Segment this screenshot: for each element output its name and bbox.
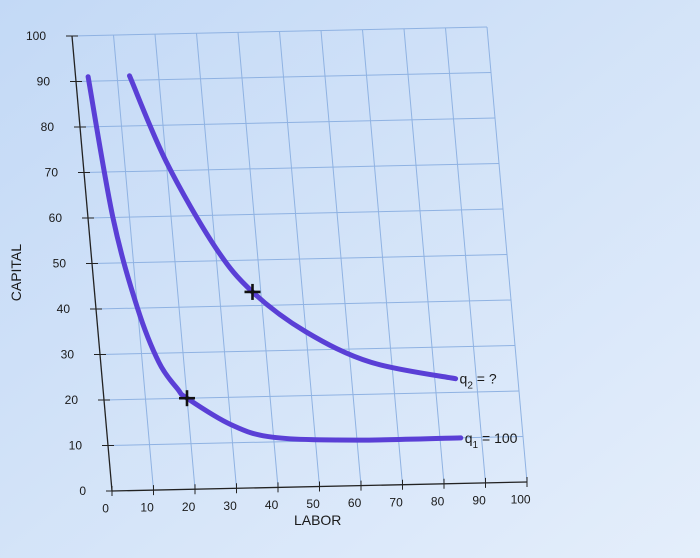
gridline-horizontal bbox=[75, 72, 492, 82]
gridline-horizontal bbox=[87, 208, 504, 219]
isoquant-label-2: q2 = ? bbox=[460, 371, 497, 392]
y-tick-label: 10 bbox=[69, 439, 83, 453]
gridline-horizontal bbox=[83, 163, 500, 173]
x-tick-label: 70 bbox=[389, 495, 403, 509]
gridline-horizontal bbox=[91, 254, 508, 264]
grid bbox=[71, 26, 528, 491]
y-tick-label: 90 bbox=[37, 75, 51, 89]
gridline-horizontal bbox=[99, 345, 516, 355]
point-marker bbox=[179, 390, 195, 407]
isoquant-label-1: q1 = 100 bbox=[465, 430, 518, 451]
x-tick-label: 100 bbox=[511, 493, 531, 507]
x-tick-label: 30 bbox=[223, 499, 237, 513]
y-tick-label: 70 bbox=[45, 166, 59, 180]
isoquant-curve-1 bbox=[85, 74, 464, 443]
labels: 0 10 20 30 40 50 60 70 80 90 100 0 10 20 30 40 50 60 70 80 9… bbox=[8, 29, 531, 528]
gridline-horizontal bbox=[103, 390, 520, 401]
x-tick-label: 20 bbox=[182, 500, 196, 514]
x-tick-label: 60 bbox=[348, 496, 362, 510]
x-tick-label: 40 bbox=[265, 498, 279, 512]
y-tick-label: 30 bbox=[61, 348, 75, 362]
gridline-horizontal bbox=[71, 26, 488, 37]
x-axis-title: LABOR bbox=[294, 512, 341, 528]
y-tick-label: 50 bbox=[53, 257, 67, 271]
point-marker bbox=[244, 283, 261, 300]
axes bbox=[66, 35, 528, 496]
y-tick-label: 60 bbox=[49, 211, 63, 225]
gridline-horizontal bbox=[95, 299, 512, 310]
y-axis-title: CAPITAL bbox=[8, 244, 24, 302]
x-tick-label: 90 bbox=[472, 493, 486, 507]
x-tick-label: 80 bbox=[431, 494, 445, 508]
y-tick-label: 100 bbox=[26, 29, 46, 43]
x-tick-label: 0 bbox=[102, 502, 109, 516]
x-tick-label: 50 bbox=[306, 497, 320, 511]
y-tick-label: 20 bbox=[65, 393, 79, 407]
y-tick-label: 80 bbox=[41, 120, 55, 134]
curves bbox=[85, 73, 464, 443]
y-tick-label: 40 bbox=[57, 302, 71, 316]
y-tick-label: 0 bbox=[79, 484, 86, 498]
x-tick-label: 10 bbox=[140, 501, 154, 515]
